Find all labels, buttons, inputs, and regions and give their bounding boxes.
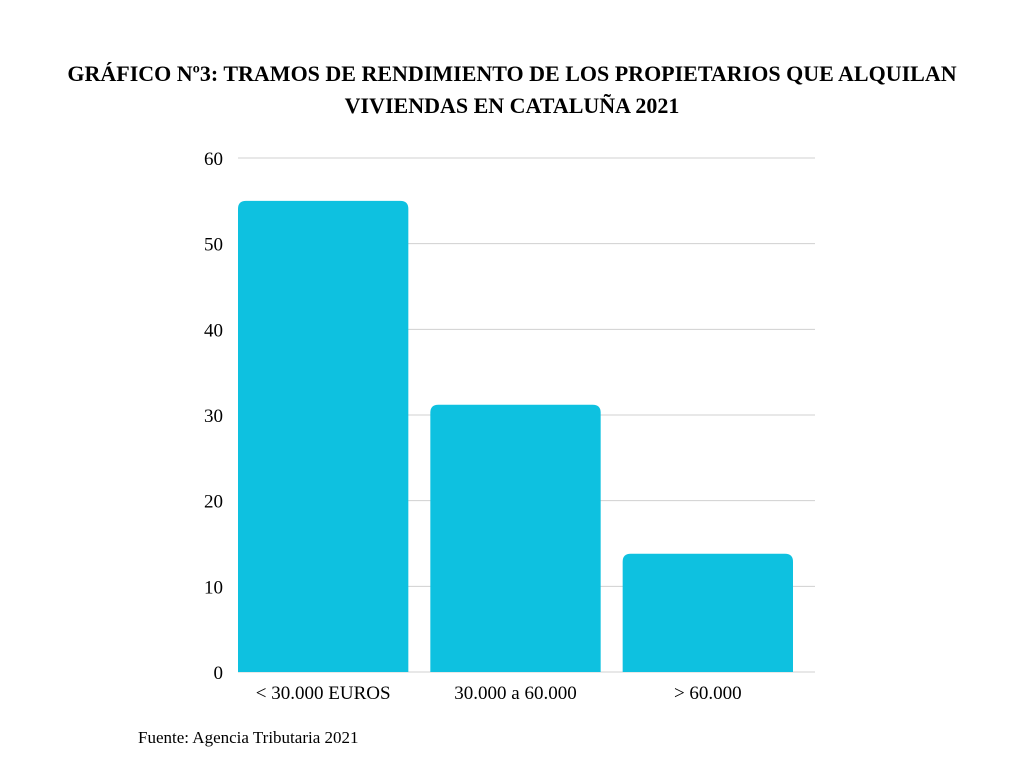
x-category-label: > 60.000 <box>674 683 742 704</box>
chart-title: GRÁFICO Nº3: TRAMOS DE RENDIMIENTO DE LO… <box>67 61 957 118</box>
bar <box>238 200 409 673</box>
y-tick-label: 0 <box>214 663 224 684</box>
bars <box>238 200 793 673</box>
bar <box>622 553 793 672</box>
y-tick-label: 20 <box>204 492 223 513</box>
y-tick-label: 10 <box>204 577 223 598</box>
y-tick-label: 50 <box>204 235 223 256</box>
x-category-label: 30.000 a 60.000 <box>454 683 576 704</box>
source-note: Fuente: Agencia Tributaria 2021 <box>138 728 359 747</box>
y-tick-label: 40 <box>204 320 223 341</box>
y-tick-label: 30 <box>204 406 223 427</box>
x-category-label: < 30.000 EUROS <box>256 683 391 704</box>
x-axis-category-labels: < 30.000 EUROS 30.000 a 60.000 > 60.000 <box>256 683 742 704</box>
bar <box>430 404 601 672</box>
y-axis-tick-labels: 0 10 20 30 40 50 60 <box>204 149 223 684</box>
y-tick-label: 60 <box>204 149 223 170</box>
